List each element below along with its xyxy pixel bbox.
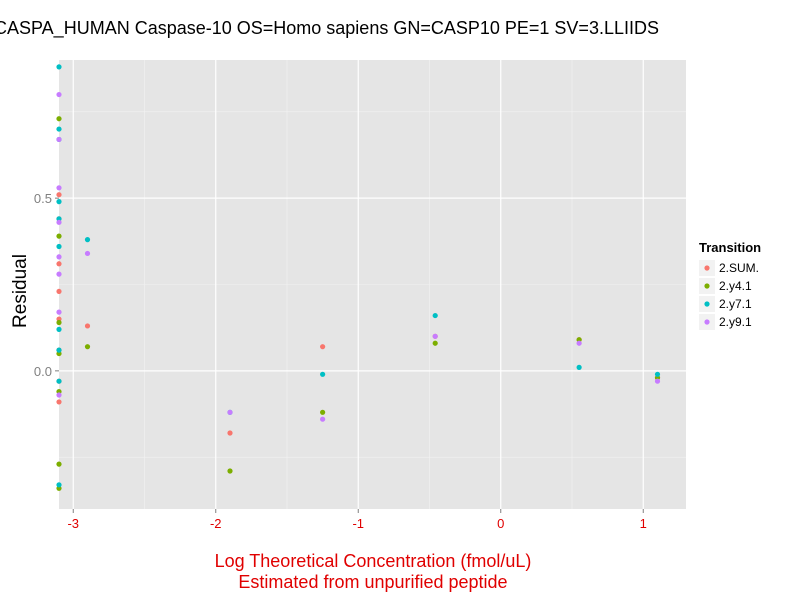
point-2-sum: [56, 261, 62, 267]
legend-label: 2.SUM.: [719, 261, 759, 275]
point-2-y7-1: [320, 371, 326, 377]
x-axis-label-line-2: Estimated from unpurified peptide: [238, 572, 507, 592]
x-axis-label-line-1: Log Theoretical Concentration (fmol/uL): [215, 551, 532, 571]
chart-title: CASPA_HUMAN Caspase-10 OS=Homo sapiens G…: [0, 18, 659, 39]
y-axis-label: Residual: [10, 254, 31, 328]
point-2-y7-1: [56, 347, 62, 353]
point-2-sum: [56, 192, 62, 198]
point-2-sum: [320, 344, 326, 350]
point-2-y7-1: [576, 364, 582, 370]
point-2-sum: [227, 430, 233, 436]
point-2-y9-1: [227, 409, 233, 415]
point-2-y7-1: [56, 126, 62, 132]
x-tick-label: 1: [640, 516, 647, 531]
grid-minor: [59, 60, 686, 509]
data-points: [56, 64, 661, 491]
x-tick-label: -1: [352, 516, 364, 531]
point-2-y7-1: [56, 199, 62, 205]
point-2-y7-1: [56, 378, 62, 384]
point-2-y7-1: [56, 64, 62, 70]
point-2-y4-1: [84, 344, 91, 350]
point-2-y9-1: [432, 333, 438, 339]
point-2-y9-1: [56, 271, 62, 277]
legend-label: 2.y7.1: [719, 297, 752, 311]
point-2-y4-1: [227, 468, 233, 474]
point-2-y9-1: [56, 185, 62, 191]
point-2-y4-1: [56, 319, 62, 326]
point-2-y7-1: [56, 326, 62, 332]
point-2-y4-1: [320, 409, 326, 415]
point-2-y4-1: [56, 233, 62, 239]
point-2-y9-1: [56, 309, 62, 315]
point-2-y4-1: [56, 461, 62, 467]
legend-marker: [704, 265, 710, 271]
point-2-sum: [56, 399, 62, 405]
point-2-sum: [56, 288, 62, 295]
point-2-y9-1: [56, 136, 62, 143]
point-2-sum: [84, 323, 91, 329]
legend-title: Transition: [699, 240, 761, 255]
point-2-y9-1: [56, 254, 62, 260]
y-tick-label: 0.0: [34, 364, 52, 379]
y-axis: 0.0 0.5: [34, 191, 59, 379]
legend-marker: [704, 319, 710, 325]
grid-major: [59, 60, 686, 509]
legend-marker: [704, 283, 710, 289]
point-2-y9-1: [84, 250, 91, 257]
point-2-y9-1: [56, 219, 62, 225]
x-axis: -3 -2 -1 0 1: [67, 509, 647, 531]
x-tick-label: -3: [67, 516, 79, 531]
point-2-y9-1: [56, 91, 62, 98]
point-2-y7-1: [56, 243, 62, 250]
y-tick-label: 0.5: [34, 191, 52, 206]
x-tick-label: 0: [497, 516, 504, 531]
point-2-y9-1: [320, 416, 326, 422]
point-2-y9-1: [576, 340, 582, 346]
legend-label: 2.y4.1: [719, 279, 752, 293]
legend-marker: [704, 301, 710, 307]
point-2-y9-1: [56, 392, 62, 398]
point-2-y4-1: [432, 340, 438, 346]
point-2-y9-1: [654, 378, 661, 384]
x-tick-label: -2: [210, 516, 222, 531]
point-2-y4-1: [56, 116, 62, 122]
point-2-y7-1: [84, 237, 91, 243]
point-2-y7-1: [56, 482, 62, 488]
point-2-y7-1: [432, 312, 438, 319]
legend-label: 2.y9.1: [719, 315, 752, 329]
legend: Transition 2.SUM. 2.y4.1 2.y7.1 2.y9.1: [699, 240, 761, 330]
point-2-y7-1: [654, 371, 661, 377]
